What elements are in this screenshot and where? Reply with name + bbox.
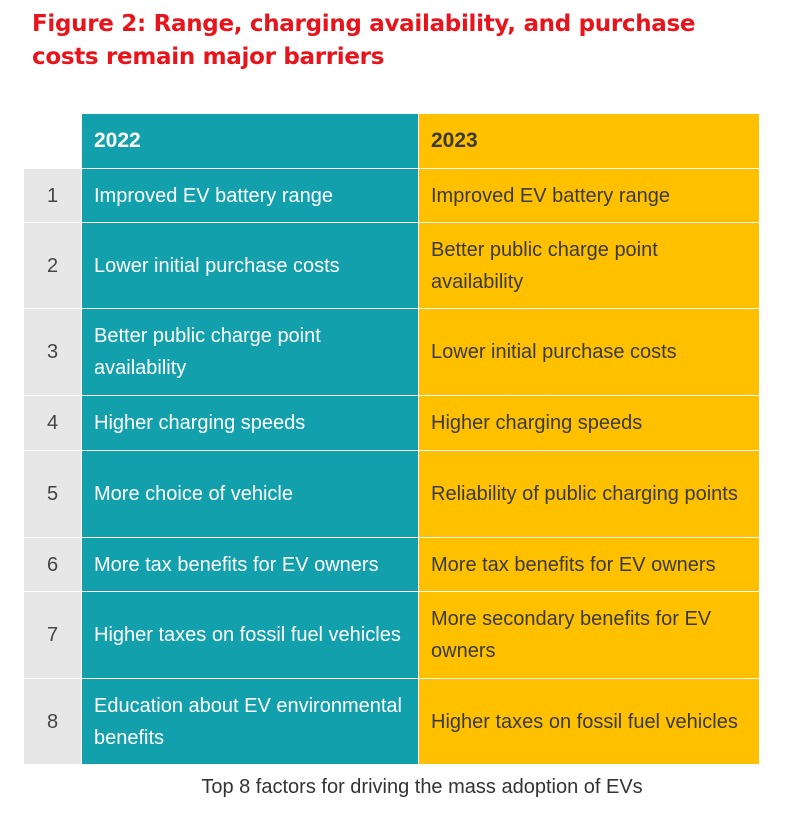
factor-2022: Better public charge point availability: [82, 309, 419, 396]
factor-2022: More tax benefits for EV owners: [82, 538, 419, 592]
factor-2023: Reliability of public charging points: [419, 451, 760, 538]
factor-2022: Lower initial purchase costs: [82, 223, 419, 309]
factor-2022: Education about EV environmental benefit…: [82, 679, 419, 765]
factor-2023: Improved EV battery range: [419, 169, 760, 223]
figure-title: Figure 2: Range, charging availability, …: [32, 11, 696, 70]
rank-cell: 2: [24, 223, 82, 309]
factor-2023: Better public charge point availability: [419, 223, 760, 309]
rank-cell: 3: [24, 309, 82, 396]
factor-2022: More choice of vehicle: [82, 451, 419, 538]
factor-2023: More tax benefits for EV owners: [419, 538, 760, 592]
factor-2023: Higher charging speeds: [419, 396, 760, 451]
caption: Top 8 factors for driving the mass adopt…: [201, 776, 643, 798]
factor-2022: Improved EV battery range: [82, 169, 419, 223]
factor-2023: More secondary benefits for EV owners: [419, 592, 760, 679]
factor-2023: Lower initial purchase costs: [419, 309, 760, 396]
rank-cell: 8: [24, 679, 82, 765]
column-header: 2023: [419, 114, 760, 169]
rank-cell: 6: [24, 538, 82, 592]
factor-2022: Higher taxes on fossil fuel vehicles: [82, 592, 419, 679]
rank-cell: 4: [24, 396, 82, 451]
factor-2023: Higher taxes on fossil fuel vehicles: [419, 679, 760, 765]
column-header: 2022: [82, 114, 419, 169]
rank-cell: 5: [24, 451, 82, 538]
rank-cell: 7: [24, 592, 82, 679]
rank-cell: 1: [24, 169, 82, 223]
factor-2022: Higher charging speeds: [82, 396, 419, 451]
